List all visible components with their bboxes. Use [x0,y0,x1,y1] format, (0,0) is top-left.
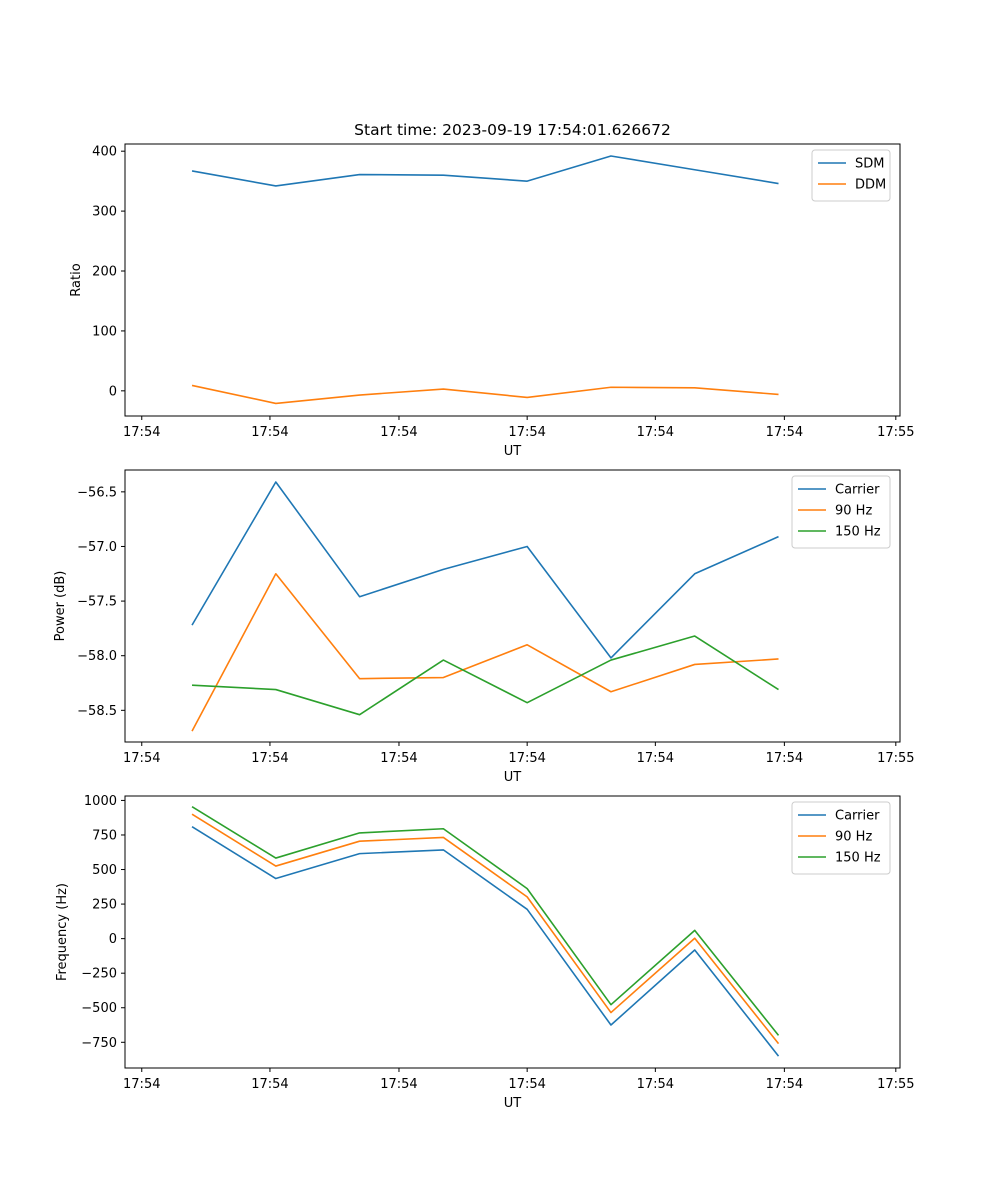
ratio-y-tick-label: 200 [92,265,117,280]
ratio-x-tick-label: 17:54 [508,425,545,440]
power-y-tick-label: −58.5 [77,704,117,719]
frequency-y-axis-label: Frequency (Hz) [55,883,70,981]
frequency-x-tick-label: 17:54 [508,1077,545,1092]
power-legend-label: 90 Hz [835,504,872,519]
panel-power: 17:54 17:54 17:54 17:54 17:54 17:54 17:55 −58.5… [53,469,915,785]
ratio-y-tick-label: 400 [92,145,117,160]
frequency-series-90-hz [191,813,780,1045]
ratio-x-tick-label: 17:55 [877,425,914,440]
ratio-y-tick-label: 0 [109,384,117,399]
ratio-x-tick-label: 17:54 [251,425,288,440]
frequency-x-tick-label: 17:54 [637,1077,674,1092]
frequency-y-tick-label: −750 [81,1036,117,1051]
ratio-y-axis-label: Ratio [69,263,84,296]
ratio-series-sdm [191,155,779,187]
frequency-series-carrier [191,825,780,1057]
frequency-y-tick-label: 0 [109,932,117,947]
power-y-tick-label: −57.0 [77,540,117,555]
power-series-carrier [191,481,779,659]
ratio-x-tick-label: 17:54 [380,425,417,440]
frequency-y-tick-label: 500 [92,863,117,878]
power-y-tick-label: −57.5 [77,595,117,610]
power-series-90-hz [191,572,779,732]
power-legend-box [791,475,891,549]
frequency-x-tick-label: 17:55 [877,1077,914,1092]
frequency-legend-label: Carrier [835,809,880,824]
ratio-legend: SDM DDM [811,149,891,202]
ratio-y-tick-label: 100 [92,324,117,339]
ratio-x-tick-label: 17:54 [123,425,160,440]
power-legend: Carrier 90 Hz 150 Hz [791,475,891,549]
power-x-axis-label: UT [504,770,522,785]
chart-title: Start time: 2023-09-19 17:54:01.626672 [354,121,671,139]
ratio-series-ddm [191,384,779,405]
frequency-y-tick-label: 1000 [84,794,117,809]
power-y-tick-label: −56.5 [77,485,117,500]
ratio-x-tick-label: 17:54 [637,425,674,440]
frequency-y-tick-label: −500 [81,1001,117,1016]
power-legend-label: Carrier [835,483,880,498]
power-x-tick-label: 17:54 [251,751,288,766]
frequency-x-tick-label: 17:54 [380,1077,417,1092]
ratio-x-axis-label: UT [504,444,522,459]
power-legend-label: 150 Hz [835,525,881,540]
frequency-legend-label: 90 Hz [835,830,872,845]
power-x-tick-label: 17:55 [877,751,914,766]
power-axes-frame [124,469,901,743]
frequency-y-tick-label: −250 [81,967,117,982]
power-y-tick-label: −58.0 [77,649,117,664]
power-x-tick-label: 17:54 [380,751,417,766]
power-series-150-hz [191,635,779,716]
frequency-axes-frame [124,795,901,1069]
frequency-x-tick-label: 17:54 [123,1077,160,1092]
frequency-legend: Carrier 90 Hz 150 Hz [791,801,891,875]
ratio-legend-label: SDM [855,157,884,172]
frequency-x-axis-label: UT [504,1096,522,1111]
frequency-x-tick-label: 17:54 [766,1077,803,1092]
ratio-axes-frame [124,143,901,417]
ratio-x-tick-label: 17:54 [766,425,803,440]
ratio-y-tick-label: 300 [92,205,117,220]
panel-frequency: 17:54 17:54 17:54 17:54 17:54 17:54 17:55 −750 −… [55,794,915,1111]
ratio-legend-label: DDM [855,178,886,193]
frequency-x-tick-label: 17:54 [251,1077,288,1092]
power-y-axis-label: Power (dB) [53,571,68,642]
frequency-y-tick-label: 750 [92,828,117,843]
power-x-tick-label: 17:54 [637,751,674,766]
panel-ratio: 17:54 17:54 17:54 17:54 17:54 17:54 17:55 0 100 2… [69,121,915,459]
power-x-tick-label: 17:54 [123,751,160,766]
power-x-tick-label: 17:54 [766,751,803,766]
frequency-y-tick-label: 250 [92,898,117,913]
frequency-series-150-hz [191,805,780,1036]
frequency-legend-box [791,801,891,875]
frequency-legend-label: 150 Hz [835,851,881,866]
power-x-tick-label: 17:54 [508,751,545,766]
